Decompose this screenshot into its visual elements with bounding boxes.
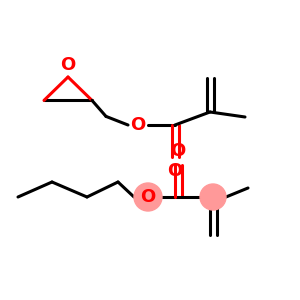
Circle shape <box>134 183 162 211</box>
Text: O: O <box>170 142 186 160</box>
Text: O: O <box>60 56 76 74</box>
Text: O: O <box>130 116 146 134</box>
Text: O: O <box>140 188 156 206</box>
Circle shape <box>200 184 226 210</box>
Text: O: O <box>167 162 183 180</box>
